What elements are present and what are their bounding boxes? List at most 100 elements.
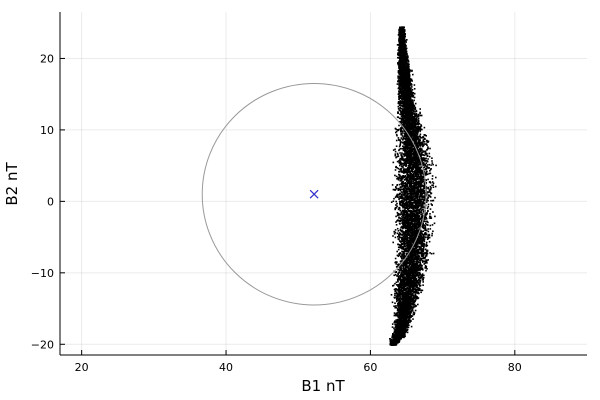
data-point [419,112,421,115]
data-point [394,294,396,296]
data-point [401,188,404,190]
data-point [394,302,396,304]
data-point [413,92,416,95]
data-point [397,248,400,251]
data-point [414,230,416,232]
data-point [402,180,405,183]
data-point [424,143,427,145]
data-point [404,208,406,210]
data-point [421,206,424,208]
data-point [403,84,405,87]
data-point [396,294,399,297]
data-point [413,155,415,157]
data-point [403,255,405,258]
data-point [394,274,397,276]
data-point [429,168,432,171]
data-point [400,265,403,267]
data-point [417,204,420,206]
data-point [417,249,420,252]
data-point [411,137,414,140]
data-point [429,191,431,193]
data-point [402,205,404,207]
data-point [416,211,419,214]
data-point [402,217,404,219]
data-point [398,124,400,127]
data-point [420,175,423,178]
data-point [422,181,424,183]
data-point [420,291,422,294]
data-point [414,194,417,197]
data-point [411,164,414,167]
data-point [403,282,406,284]
data-point [397,107,400,110]
data-point [422,178,425,181]
data-point [412,143,414,145]
data-point [418,251,421,254]
data-point [405,152,408,155]
data-point [417,261,420,264]
data-point [417,291,420,294]
data-point [414,111,416,113]
data-point [391,301,394,304]
data-point [407,266,409,268]
data-point [395,295,398,297]
data-point [402,113,404,116]
data-point [399,209,402,212]
data-point [419,181,421,183]
data-point [420,268,422,271]
data-point [397,153,399,156]
data-point [414,290,417,292]
data-point [401,255,403,257]
data-point [417,138,419,140]
data-point [426,244,429,247]
data-point [420,219,423,222]
data-point [405,75,408,77]
data-point [397,53,399,56]
data-point [414,159,417,162]
data-point [426,238,429,240]
data-point [417,115,420,118]
data-point [424,252,427,255]
data-point [420,289,422,292]
data-point [413,283,416,286]
data-point [419,248,422,251]
data-point [411,308,414,310]
data-point [432,182,435,185]
data-point [405,200,408,202]
data-point [412,151,415,153]
data-point [420,188,422,191]
data-point [395,296,397,298]
data-point [417,173,420,175]
data-point [419,208,421,211]
data-point [405,282,407,285]
data-point [414,199,416,201]
data-point [412,147,414,150]
data-point [422,188,424,191]
data-point [404,193,407,195]
data-point [414,215,417,218]
data-point [421,225,423,228]
data-point [400,312,403,315]
data-point [403,160,405,162]
data-point [419,280,422,282]
data-point [405,163,408,165]
data-point [431,160,433,162]
data-point [411,79,413,82]
data-point [411,150,413,152]
data-point [404,211,407,213]
data-point [420,156,423,159]
data-point [413,301,416,304]
data-point [414,305,416,308]
data-point [409,138,412,140]
data-point [397,236,399,238]
data-point [417,243,419,245]
data-point [405,140,407,142]
data-point [404,149,407,152]
data-point [400,271,402,273]
data-point [422,191,424,193]
data-point [414,147,416,149]
data-point [417,288,420,291]
data-point [402,163,404,165]
data-point [416,273,419,276]
data-point [406,172,409,175]
